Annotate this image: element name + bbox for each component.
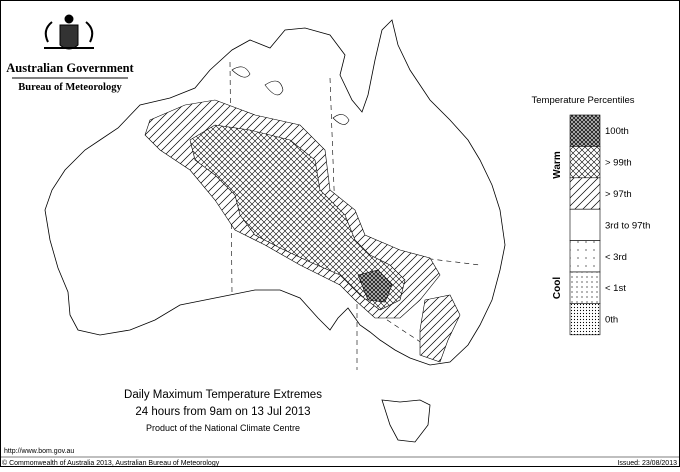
legend-label: < 1st	[605, 283, 626, 294]
legend-swatch	[569, 208, 601, 241]
caption-credit: Product of the National Climate Centre	[146, 423, 300, 433]
caption-title: Daily Maximum Temperature Extremes	[124, 389, 322, 401]
coat-of-arms	[44, 14, 94, 50]
legend: 100th > 99th > 97th 3rd to 97th < 3rd < 1st 0t…	[569, 114, 650, 336]
caption-period: 24 hours from 9am on 13 Jul 2013	[135, 406, 310, 418]
tasmania	[381, 399, 431, 443]
footer-url: http://www.bom.gov.au	[4, 448, 74, 455]
legend-swatch	[569, 114, 601, 147]
government-name: Australian Government	[6, 61, 134, 75]
legend-label: < 3rd	[605, 252, 627, 263]
legend-title: Temperature Percentiles	[532, 95, 635, 106]
legend-label: > 99th	[605, 158, 632, 169]
legend-warm-label: Warm	[552, 151, 563, 179]
agency-name: Bureau of Meteorology	[18, 82, 122, 93]
footer-issued: Issued: 23/08/2013	[617, 460, 677, 467]
small-regions	[231, 66, 350, 125]
legend-swatch	[569, 146, 601, 179]
region-100th	[357, 269, 393, 303]
legend-swatch	[569, 303, 601, 336]
legend-swatch	[569, 177, 601, 210]
legend-label: 100th	[605, 126, 629, 137]
region-above-99th	[189, 124, 406, 311]
legend-swatch	[569, 271, 601, 304]
footer-copyright: © Commonwealth of Australia 2013, Austra…	[2, 459, 220, 467]
legend-swatch	[569, 240, 601, 273]
region-above-97th-east	[419, 294, 461, 363]
legend-label: > 97th	[605, 189, 632, 200]
legend-label: 0th	[605, 315, 618, 326]
legend-label: 3rd to 97th	[605, 220, 650, 231]
legend-cool-label: Cool	[552, 277, 563, 299]
